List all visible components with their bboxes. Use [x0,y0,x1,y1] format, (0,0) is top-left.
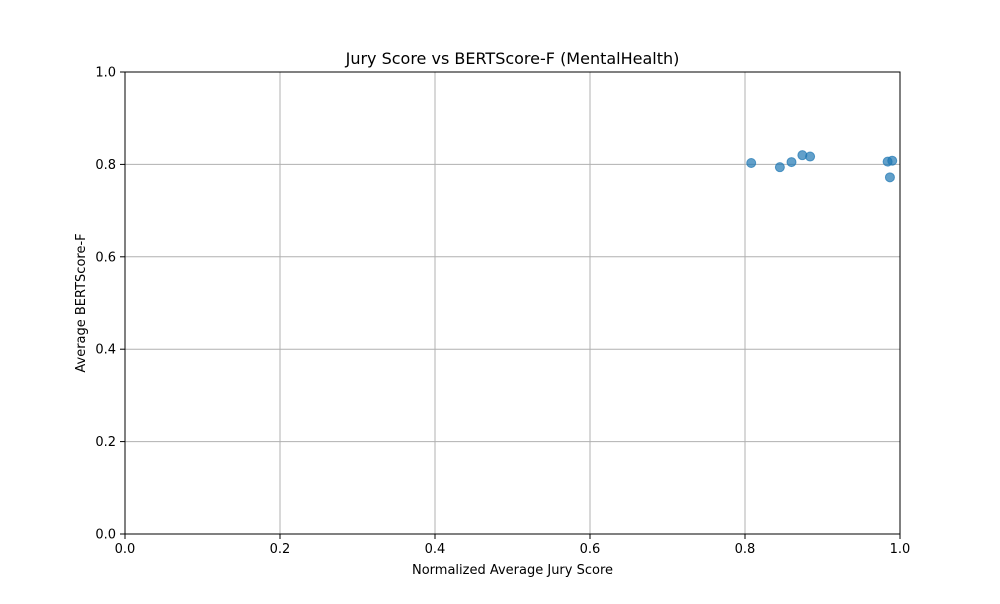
y-axis-label: Average BERTScore-F [74,233,89,372]
y-tick-label: 0.4 [95,343,116,358]
y-tick-label: 0.6 [95,250,116,265]
x-tick-label: 1.0 [890,542,911,557]
scatter-point [746,158,757,169]
x-axis-ticks: 0.0 0.2 0.4 0.6 0.8 1.0 [115,534,911,557]
scatter-point [805,151,816,162]
scatter-point [786,157,797,168]
y-tick-label: 0.0 [95,528,116,543]
x-tick-label: 0.4 [425,542,446,557]
data-points [746,150,898,183]
scatter-point [887,155,898,166]
chart-title: Jury Score vs BERTScore-F (MentalHealth) [345,49,680,68]
x-axis-label: Normalized Average Jury Score [412,563,613,578]
y-tick-label: 0.2 [95,435,116,450]
plot-area [125,72,900,534]
scatter-point [884,172,895,183]
y-tick-label: 0.8 [95,158,116,173]
y-tick-label: 1.0 [95,66,116,81]
x-tick-label: 0.6 [580,542,601,557]
y-axis-ticks: 0.0 0.2 0.4 0.6 0.8 1.0 [95,66,125,543]
x-tick-label: 0.0 [115,542,136,557]
x-tick-label: 0.8 [735,542,756,557]
plot-frame [124,71,901,535]
x-tick-label: 0.2 [270,542,291,557]
scatter-point [774,162,785,173]
